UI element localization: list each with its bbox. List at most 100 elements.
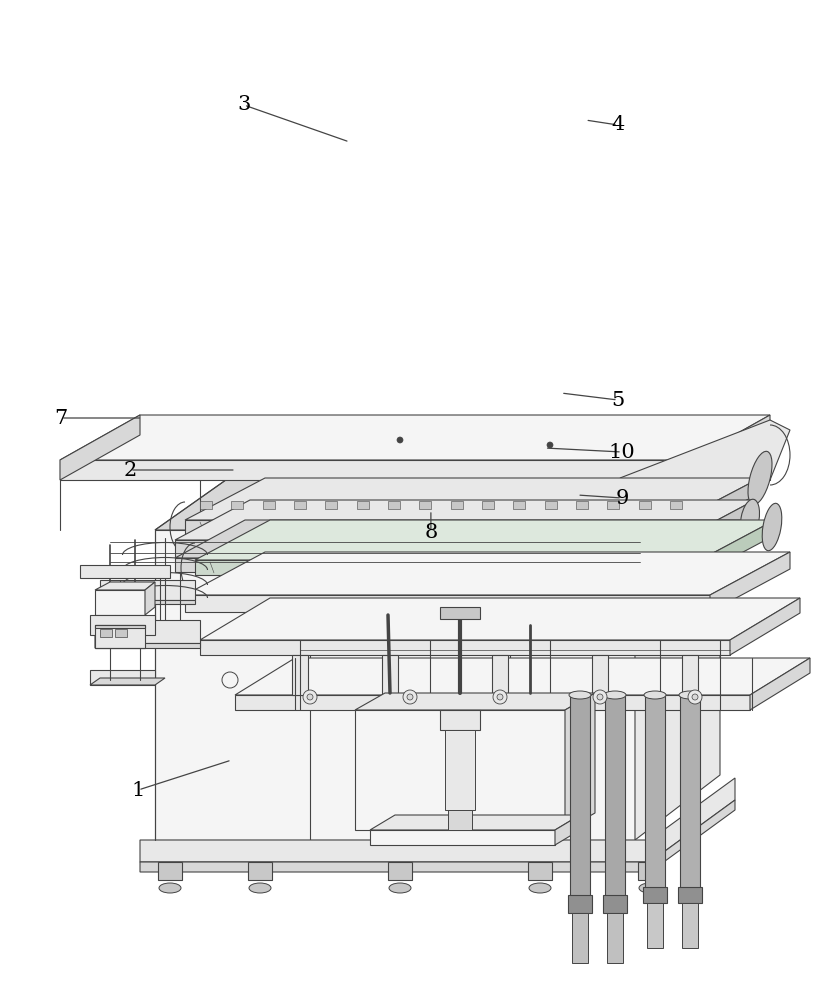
Bar (420, 501, 432, 509)
Polygon shape (680, 478, 760, 535)
Polygon shape (235, 658, 810, 695)
Polygon shape (730, 598, 800, 655)
Bar (607, 501, 620, 509)
Bar (570, 695, 590, 905)
Ellipse shape (763, 503, 782, 551)
Text: 10: 10 (609, 442, 635, 462)
Bar (482, 501, 494, 509)
Ellipse shape (389, 883, 411, 893)
Polygon shape (155, 470, 240, 530)
Polygon shape (528, 862, 552, 880)
Polygon shape (370, 830, 555, 845)
Polygon shape (175, 558, 670, 572)
Polygon shape (185, 595, 710, 612)
Bar (513, 501, 525, 509)
Circle shape (593, 690, 607, 704)
Polygon shape (555, 815, 580, 845)
Bar (545, 501, 557, 509)
Bar (357, 501, 368, 509)
Polygon shape (620, 420, 790, 490)
Ellipse shape (748, 451, 772, 505)
Bar (670, 501, 682, 509)
Bar (643, 887, 667, 903)
Polygon shape (60, 415, 140, 480)
Bar (450, 501, 463, 509)
Circle shape (407, 694, 413, 700)
Bar (607, 913, 623, 963)
Polygon shape (592, 655, 608, 695)
Polygon shape (682, 655, 698, 695)
Circle shape (493, 690, 507, 704)
Circle shape (403, 690, 417, 704)
Bar (232, 501, 243, 509)
Bar (603, 895, 627, 913)
Text: 5: 5 (611, 390, 624, 410)
Polygon shape (710, 552, 790, 612)
Polygon shape (95, 643, 200, 648)
Bar (645, 695, 665, 895)
Polygon shape (635, 470, 720, 840)
Bar (100, 629, 112, 637)
Bar (115, 629, 127, 637)
Polygon shape (200, 598, 800, 640)
Bar (682, 903, 698, 948)
Polygon shape (565, 693, 595, 830)
Polygon shape (185, 552, 790, 595)
Ellipse shape (741, 499, 759, 539)
Polygon shape (155, 470, 720, 530)
Polygon shape (388, 862, 412, 880)
Ellipse shape (159, 883, 181, 893)
Polygon shape (95, 590, 145, 615)
Polygon shape (175, 540, 680, 558)
Polygon shape (195, 560, 700, 575)
Polygon shape (355, 710, 565, 830)
Bar (388, 501, 400, 509)
Ellipse shape (604, 691, 626, 699)
Circle shape (547, 442, 553, 448)
Text: 7: 7 (54, 408, 67, 428)
Polygon shape (95, 620, 200, 643)
Polygon shape (155, 530, 635, 840)
Text: 8: 8 (424, 522, 437, 542)
Polygon shape (370, 815, 580, 830)
Polygon shape (700, 520, 775, 575)
Bar (325, 501, 337, 509)
Ellipse shape (569, 691, 591, 699)
Polygon shape (60, 415, 770, 460)
Polygon shape (492, 655, 508, 695)
Polygon shape (235, 695, 750, 710)
Bar (605, 695, 625, 905)
Polygon shape (750, 658, 810, 710)
Bar (639, 501, 650, 509)
Polygon shape (690, 415, 770, 480)
Polygon shape (95, 610, 110, 648)
Bar (680, 695, 700, 895)
Polygon shape (90, 670, 155, 685)
Polygon shape (175, 500, 755, 540)
Polygon shape (140, 800, 735, 872)
Circle shape (307, 694, 313, 700)
Ellipse shape (679, 691, 701, 699)
Polygon shape (175, 520, 740, 558)
Polygon shape (90, 678, 165, 685)
Polygon shape (638, 862, 662, 880)
Bar (200, 501, 212, 509)
Bar (448, 810, 472, 830)
Polygon shape (100, 600, 195, 604)
Polygon shape (292, 655, 308, 695)
Polygon shape (145, 582, 155, 615)
Bar (568, 895, 592, 913)
Bar (576, 501, 588, 509)
Polygon shape (95, 582, 155, 590)
Circle shape (397, 437, 403, 443)
Bar (647, 903, 663, 948)
Circle shape (597, 694, 603, 700)
Bar (678, 887, 702, 903)
Bar (440, 710, 480, 730)
Bar (572, 913, 588, 963)
Bar (263, 501, 275, 509)
Text: 2: 2 (124, 460, 137, 480)
Polygon shape (200, 640, 730, 655)
Ellipse shape (529, 883, 551, 893)
Text: 4: 4 (611, 115, 624, 134)
